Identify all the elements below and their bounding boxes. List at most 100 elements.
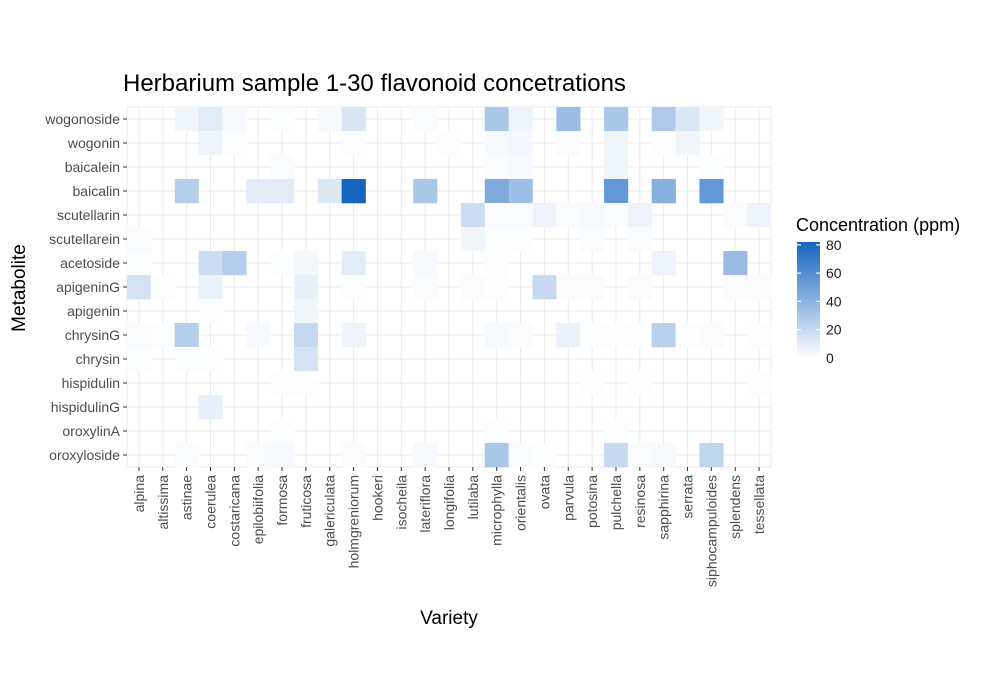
heatmap-cell (604, 203, 629, 228)
heatmap-cell (508, 179, 533, 204)
heatmap-cell (484, 251, 509, 276)
x-tick-label: pulchella (608, 475, 624, 530)
x-tick-label: microphylla (489, 475, 505, 546)
heatmap-cell (580, 203, 605, 228)
heatmap-cell (723, 251, 748, 276)
heatmap-cell (604, 443, 629, 468)
heatmap-cell (675, 323, 700, 348)
x-tick-label: coerulea (203, 475, 219, 529)
heatmap-cell (198, 395, 223, 420)
heatmap-cell (580, 275, 605, 300)
heatmap-cell (747, 275, 772, 300)
heatmap-cell (723, 203, 748, 228)
x-tick-label: serrata (680, 475, 696, 519)
x-tick-label: parvula (560, 475, 576, 521)
y-tick-label: apigenin (67, 303, 120, 319)
x-tick-label: ovata (536, 475, 552, 509)
heatmap-cell (699, 443, 724, 468)
colorbar-tick-label: 0 (826, 350, 834, 366)
heatmap-cell (341, 251, 366, 276)
heatmap-cell (484, 179, 509, 204)
y-axis-title: Metabolite (9, 244, 30, 332)
heatmap-cell (484, 323, 509, 348)
y-tick-label: scutellarein (49, 231, 120, 247)
heatmap-cell (270, 107, 295, 132)
heatmap-cell (127, 275, 152, 300)
colorbar-gradient (797, 242, 820, 358)
heatmap-cell (532, 443, 557, 468)
x-tick-label: altissima (155, 475, 171, 530)
y-tick-label: apigeninG (56, 279, 120, 295)
x-tick-label: lutilaba (465, 475, 481, 520)
heatmap-cell (556, 323, 581, 348)
heatmap-cell (651, 107, 676, 132)
heatmap-cell (699, 107, 724, 132)
colorbar-tick-label: 60 (826, 265, 842, 281)
heatmap-cell (556, 275, 581, 300)
heatmap-cell (484, 107, 509, 132)
heatmap-cell (413, 275, 438, 300)
heatmap-cell (508, 323, 533, 348)
heatmap-cell (532, 275, 557, 300)
heatmap-cell (198, 299, 223, 324)
y-tick-label: wogonin (67, 135, 120, 151)
heatmap-cell (413, 443, 438, 468)
heatmap-cell (604, 131, 629, 156)
x-tick-label: hookeri (369, 475, 385, 521)
heatmap-cell (341, 179, 366, 204)
heatmap-cell (651, 179, 676, 204)
heatmap-cell (317, 107, 342, 132)
x-tick-label: siphocampuloides (703, 475, 719, 587)
heatmap-cell (127, 323, 152, 348)
heatmap-cell (484, 203, 509, 228)
heatmap-cell (484, 227, 509, 252)
heatmap-cell (198, 251, 223, 276)
heatmap-cell (508, 443, 533, 468)
heatmap-cell (556, 131, 581, 156)
heatmap-cell (627, 227, 653, 252)
heatmap-cell (270, 155, 295, 180)
heatmap-cell (508, 227, 533, 252)
heatmap-cell (198, 275, 223, 300)
heatmap-cell (627, 323, 653, 348)
heatmap-cell (174, 107, 199, 132)
x-tick-label: resinosa (632, 475, 648, 528)
heatmap-cell (270, 371, 295, 396)
heatmap-cell (246, 323, 271, 348)
heatmap-cell (460, 275, 486, 300)
heatmap-cell (293, 323, 319, 348)
heatmap-cell (675, 107, 700, 132)
heatmap-cell (532, 203, 557, 228)
x-tick-label: isocheila (393, 475, 409, 530)
panel-grid (126, 106, 772, 468)
heatmap-cell (293, 275, 319, 300)
heatmap-cell (198, 131, 223, 156)
heatmap-cell (604, 107, 629, 132)
heatmap-cell (198, 347, 223, 372)
heatmap-cell (651, 251, 676, 276)
heatmap-cell (556, 107, 581, 132)
y-tick-label: oroxyloside (49, 447, 120, 463)
heatmap-cell (484, 443, 509, 468)
heatmap-cell (413, 179, 438, 204)
heatmap-cell (556, 203, 581, 228)
heatmap-cell (127, 347, 152, 372)
heatmap-cell (293, 299, 319, 324)
y-tick-label: oroxylinA (62, 423, 120, 439)
x-axis-title: Variety (420, 608, 478, 629)
y-tick-label: baicalin (73, 183, 120, 199)
x-tick-label: longifolia (441, 475, 457, 530)
heatmap-cell (293, 371, 319, 396)
heatmap-cell (317, 179, 342, 204)
x-tick-label: astinae (179, 475, 195, 520)
heatmap-cell (413, 107, 438, 132)
heatmap-cell (174, 179, 199, 204)
heatmap-cell (437, 131, 462, 156)
heatmap-cell (127, 227, 152, 252)
colorbar-tick-label: 80 (826, 237, 842, 253)
heatmap-cell (580, 371, 605, 396)
colorbar-legend: Concentration (ppm) 0 20 40 60 80 (796, 215, 960, 366)
heatmap-cell (747, 371, 772, 396)
heatmap-cell (747, 203, 772, 228)
